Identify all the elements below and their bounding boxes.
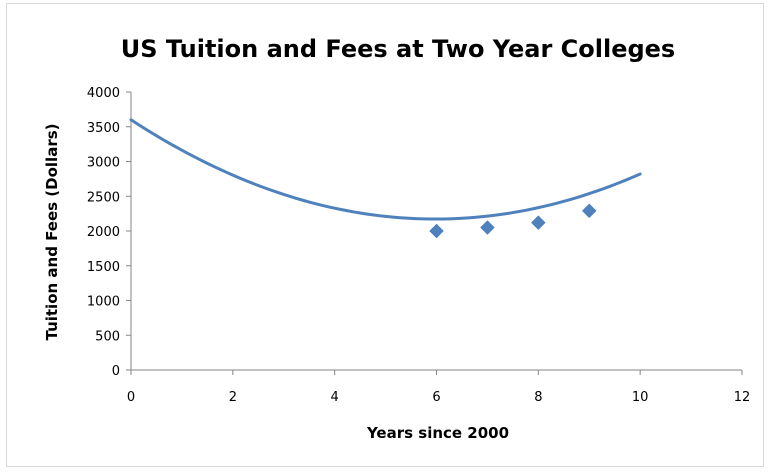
data-point xyxy=(480,220,495,235)
y-tick-label: 3500 xyxy=(87,121,120,136)
y-tick-label: 2000 xyxy=(87,225,120,240)
data-point xyxy=(530,215,546,231)
chart-border xyxy=(6,3,764,467)
y-tick-label: 2500 xyxy=(87,190,120,205)
y-axis: 0 500 1000 1500 2000 2500 3000 3500 4000 xyxy=(87,86,132,379)
x-tick-label: 12 xyxy=(734,390,751,405)
y-axis-title: Tuition and Fees (Dollars) xyxy=(43,123,61,340)
x-tick-label: 10 xyxy=(632,390,649,405)
chart-title: US Tuition and Fees at Two Year Colleges xyxy=(121,35,675,63)
x-tick-label: 8 xyxy=(534,390,542,405)
y-tick-label: 1000 xyxy=(87,295,120,310)
x-tick-label: 2 xyxy=(229,390,237,405)
y-tick-label: 4000 xyxy=(87,86,120,101)
y-tick-label: 3000 xyxy=(87,156,120,171)
x-tick-label: 4 xyxy=(331,390,339,405)
y-tick-label: 500 xyxy=(95,329,120,344)
x-tick-label: 0 xyxy=(127,390,135,405)
plot-area xyxy=(129,118,642,239)
data-point xyxy=(581,203,597,219)
trendline xyxy=(129,118,642,221)
y-tick-label: 1500 xyxy=(87,260,120,275)
x-tick-label: 6 xyxy=(432,390,440,405)
x-axis-title: Years since 2000 xyxy=(366,424,509,442)
x-axis: 0 2 4 6 8 10 12 xyxy=(127,369,751,405)
data-point xyxy=(429,223,444,239)
y-tick-label: 0 xyxy=(112,364,120,379)
